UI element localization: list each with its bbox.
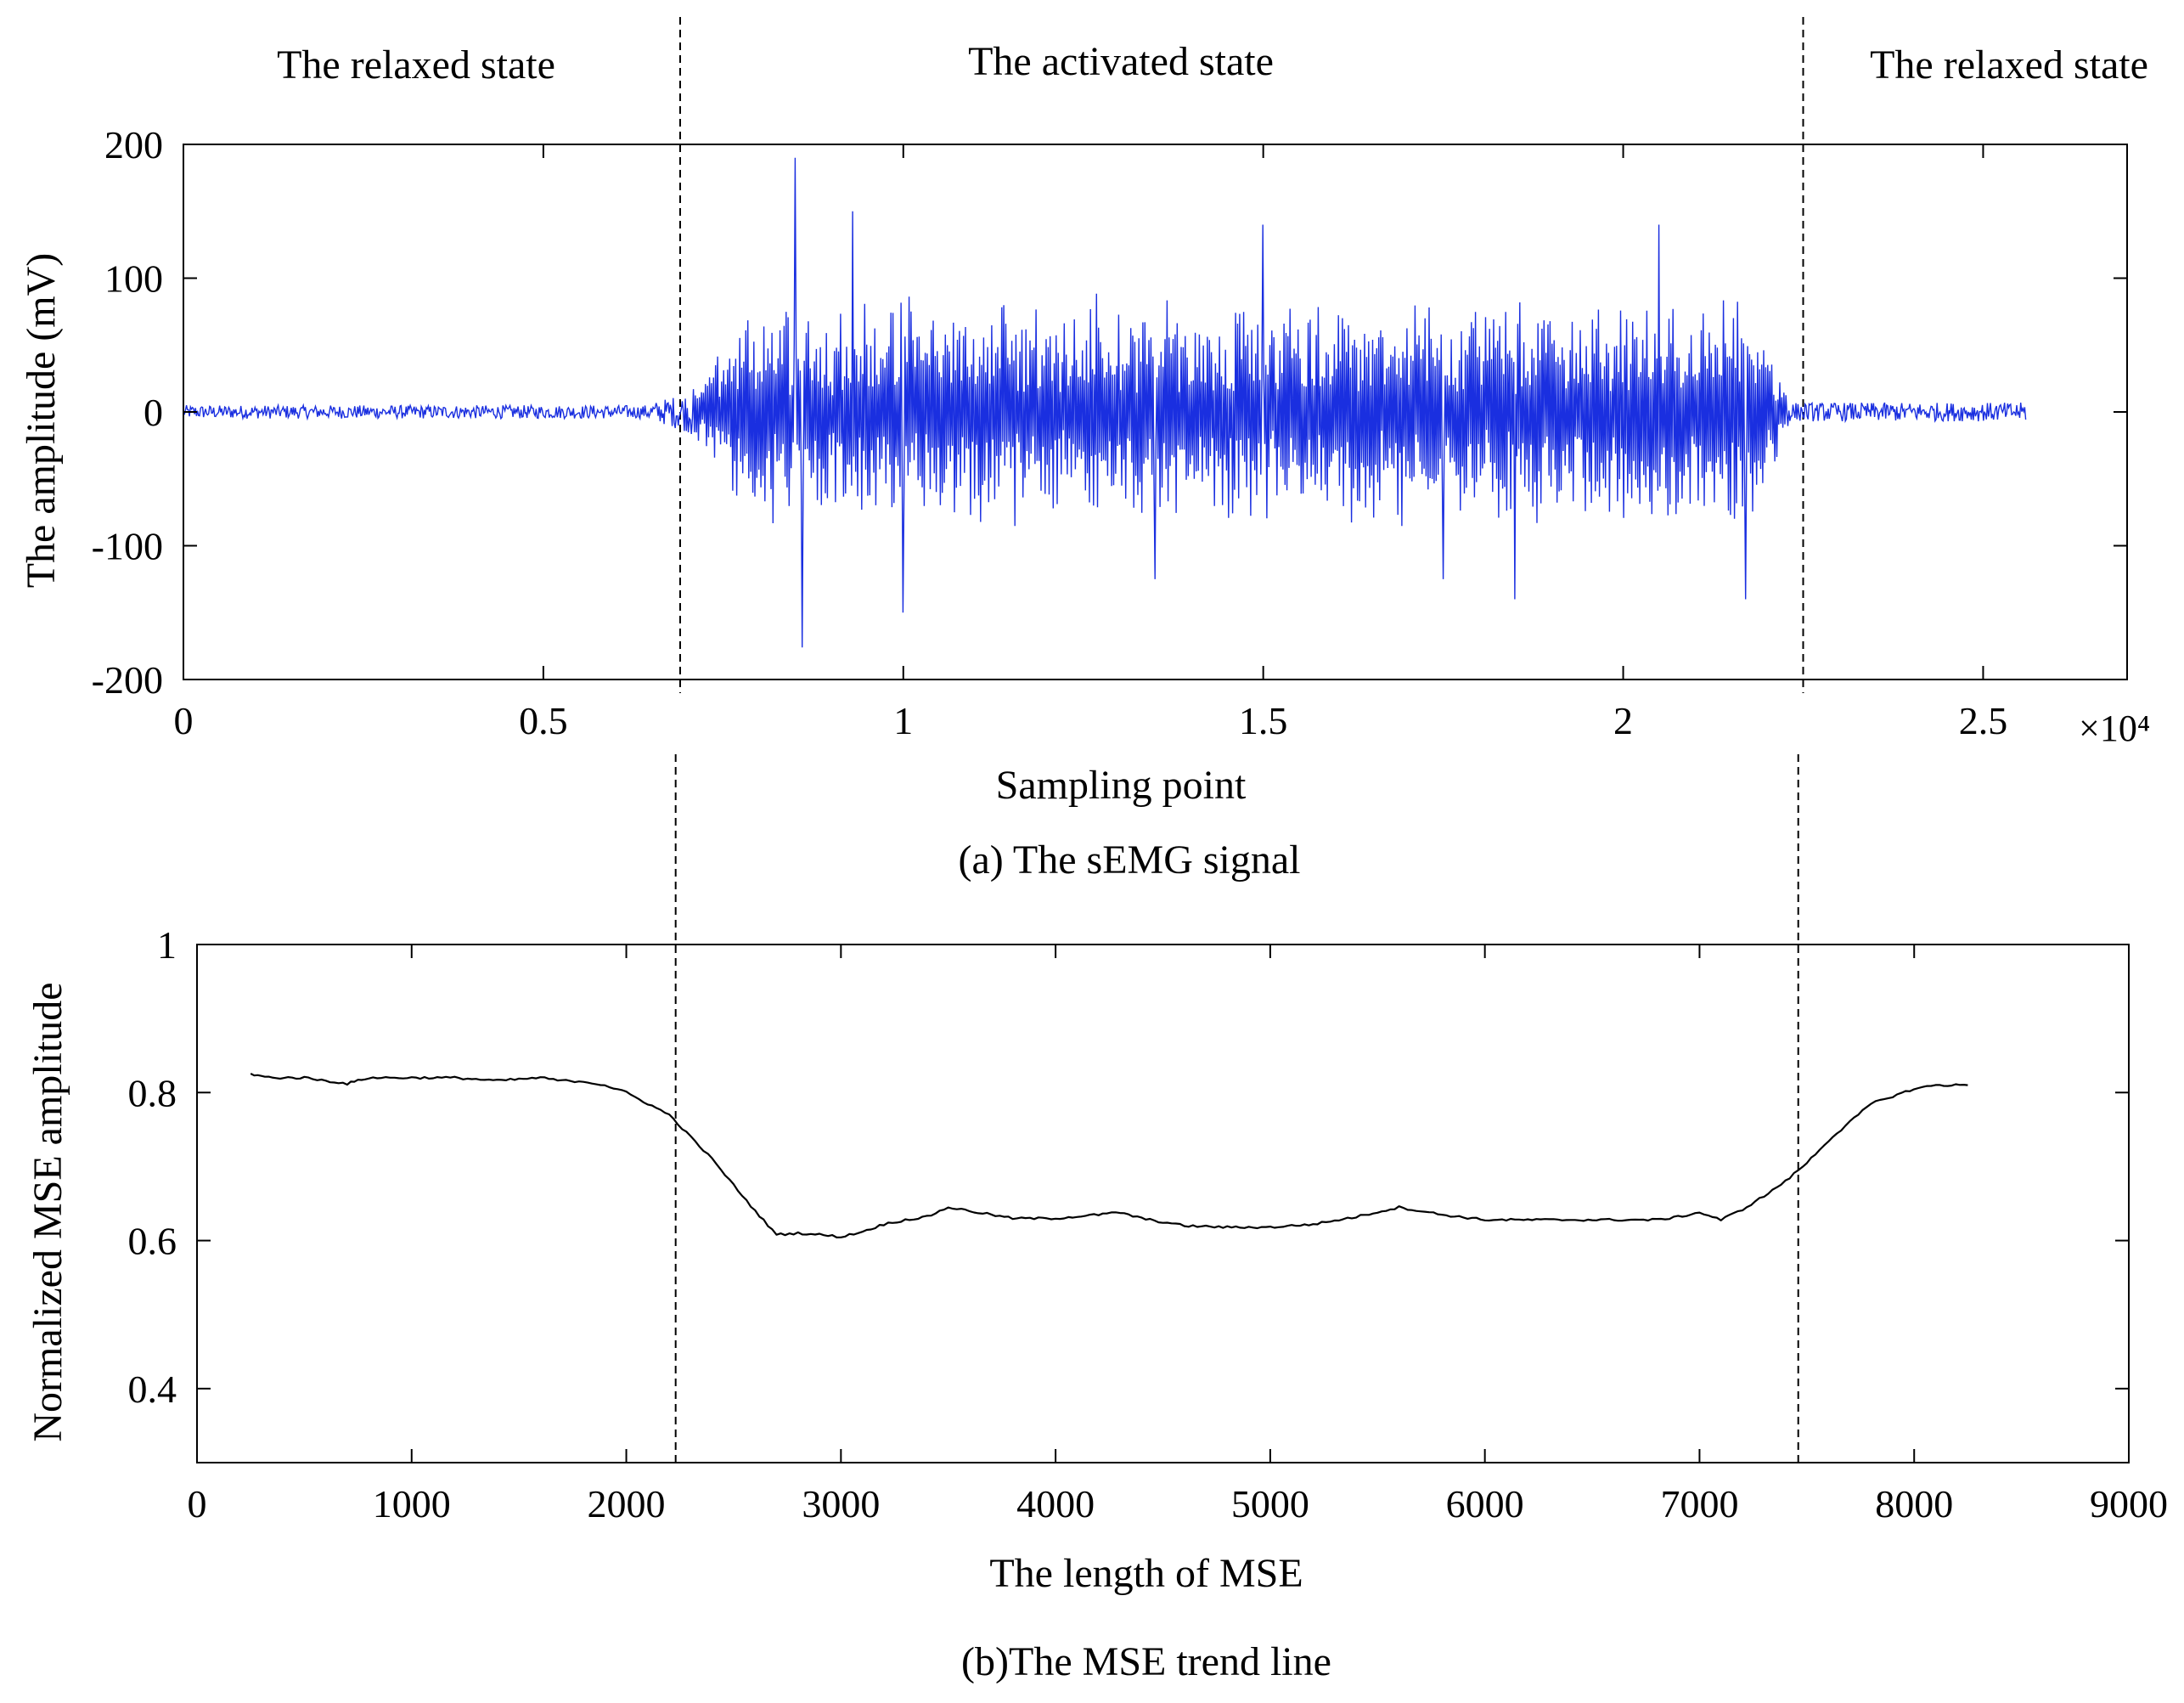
- semg-y-tick-label: -200: [92, 658, 163, 702]
- semg-x-tick-label: 0: [174, 699, 194, 742]
- mse-x-tick-label: 7000: [1660, 1482, 1738, 1525]
- mse-y-tick-label: 0.6: [128, 1220, 177, 1263]
- mse-trend-line: [250, 1073, 1968, 1239]
- mse-y-tick-label: 0.4: [128, 1367, 177, 1411]
- mse-x-tick-label: 3000: [802, 1482, 880, 1525]
- semg-ticks: 0 0.5 1 1.5 2 2.5 200 100 0 -100 -200: [92, 123, 2127, 742]
- semg-x-tick-label: 0.5: [519, 699, 568, 742]
- semg-chart: 0 0.5 1 1.5 2 2.5 200 100 0 -100 -200 ×10⁴ Samplin…: [19, 123, 2150, 883]
- mse-x-tick-label: 1000: [373, 1482, 451, 1525]
- semg-x-exponent: ×10⁴: [2079, 708, 2150, 749]
- semg-y-tick-label: 0: [144, 391, 163, 434]
- semg-y-tick-label: -100: [92, 525, 163, 568]
- mse-x-axis-label: The length of MSE: [989, 1551, 1303, 1596]
- mse-x-tick-label: 8000: [1875, 1482, 1953, 1525]
- mse-ticks: 0 1000 2000 3000 4000 5000 6000 7000 8000 9000 1 0.…: [128, 923, 2169, 1525]
- mse-x-tick-label: 4000: [1016, 1482, 1095, 1525]
- semg-signal-line: [183, 157, 2027, 648]
- state-label-activated: The activated state: [968, 39, 1274, 84]
- semg-y-axis-label: The amplitude (mV): [19, 253, 64, 589]
- state-label-relaxed-left: The relaxed state: [277, 42, 555, 87]
- semg-y-tick-label: 200: [104, 123, 163, 166]
- mse-x-tick-label: 2000: [588, 1482, 666, 1525]
- semg-x-tick-label: 2.5: [1959, 699, 2008, 742]
- mse-x-tick-label: 6000: [1446, 1482, 1524, 1525]
- semg-y-tick-label: 100: [104, 257, 163, 301]
- mse-caption: (b)The MSE trend line: [961, 1639, 1331, 1684]
- state-label-relaxed-right: The relaxed state: [1870, 42, 2148, 87]
- mse-y-tick-label: 0.8: [128, 1071, 177, 1114]
- semg-x-tick-label: 1.5: [1239, 699, 1288, 742]
- semg-caption: (a) The sEMG signal: [958, 837, 1300, 883]
- mse-y-tick-label: 1: [157, 923, 177, 967]
- semg-x-axis-label: Sampling point: [996, 763, 1247, 808]
- semg-x-tick-label: 1: [893, 699, 913, 742]
- mse-chart: 0 1000 2000 3000 4000 5000 6000 7000 8000 9000 1 0.…: [25, 923, 2168, 1684]
- mse-x-tick-label: 5000: [1231, 1482, 1309, 1525]
- mse-x-tick-label: 0: [188, 1482, 207, 1525]
- mse-plot-frame: [196, 944, 2130, 1463]
- mse-x-tick-label: 9000: [2090, 1482, 2168, 1525]
- mse-y-axis-label: Normalized MSE amplitude: [25, 982, 70, 1441]
- semg-x-tick-label: 2: [1613, 699, 1633, 742]
